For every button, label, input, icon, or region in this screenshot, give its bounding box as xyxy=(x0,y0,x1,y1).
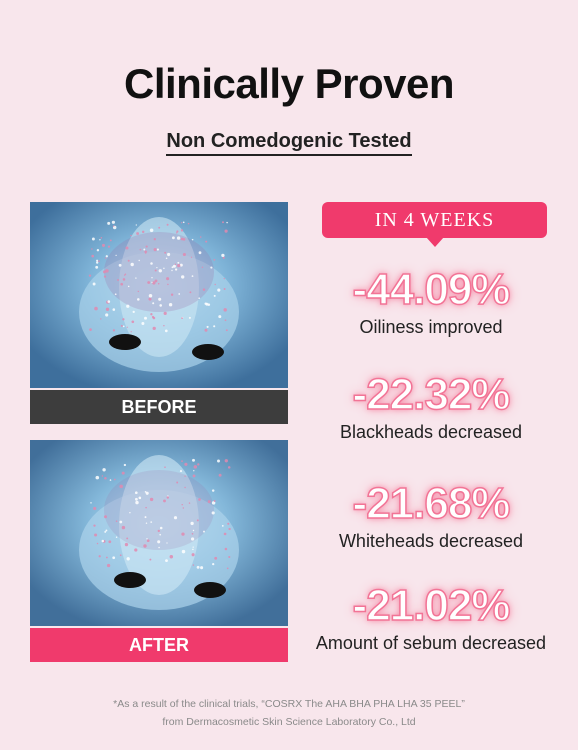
stat-oiliness: -44.09% Oiliness improved xyxy=(300,264,562,338)
stat-label: Amount of sebum decreased xyxy=(315,633,547,653)
after-photo: AFTER xyxy=(30,440,288,662)
stat-value: -22.32% xyxy=(352,369,511,420)
period-badge: IN 4 WEEKS xyxy=(322,202,547,247)
subtitle-text: Non Comedogenic Tested xyxy=(166,130,412,156)
after-nose-scan-image xyxy=(30,440,288,626)
subtitle: Non Comedogenic Tested xyxy=(0,130,578,156)
stat-label: Blackheads decreased xyxy=(339,422,523,442)
stat-label: Whiteheads decreased xyxy=(338,531,524,551)
before-nose-scan-image xyxy=(30,202,288,388)
after-label: AFTER xyxy=(30,628,288,662)
stat-value: -21.02% xyxy=(352,580,511,631)
footnote-line-1: *As a result of the clinical trials, “CO… xyxy=(113,698,465,710)
stat-value: -44.09% xyxy=(352,264,511,315)
page-title: Clinically Proven xyxy=(124,60,454,107)
before-photo: BEFORE xyxy=(30,202,288,424)
footnote-line-2: from Dermacosmetic Skin Science Laborato… xyxy=(162,716,416,728)
stat-value: -21.68% xyxy=(352,478,511,529)
stat-sebum: -21.02% Amount of sebum decreased xyxy=(300,580,562,654)
stat-whiteheads: -21.68% Whiteheads decreased xyxy=(300,478,562,552)
stat-label: Oiliness improved xyxy=(359,317,503,337)
before-label: BEFORE xyxy=(30,390,288,424)
stat-blackheads: -22.32% Blackheads decreased xyxy=(300,369,562,443)
